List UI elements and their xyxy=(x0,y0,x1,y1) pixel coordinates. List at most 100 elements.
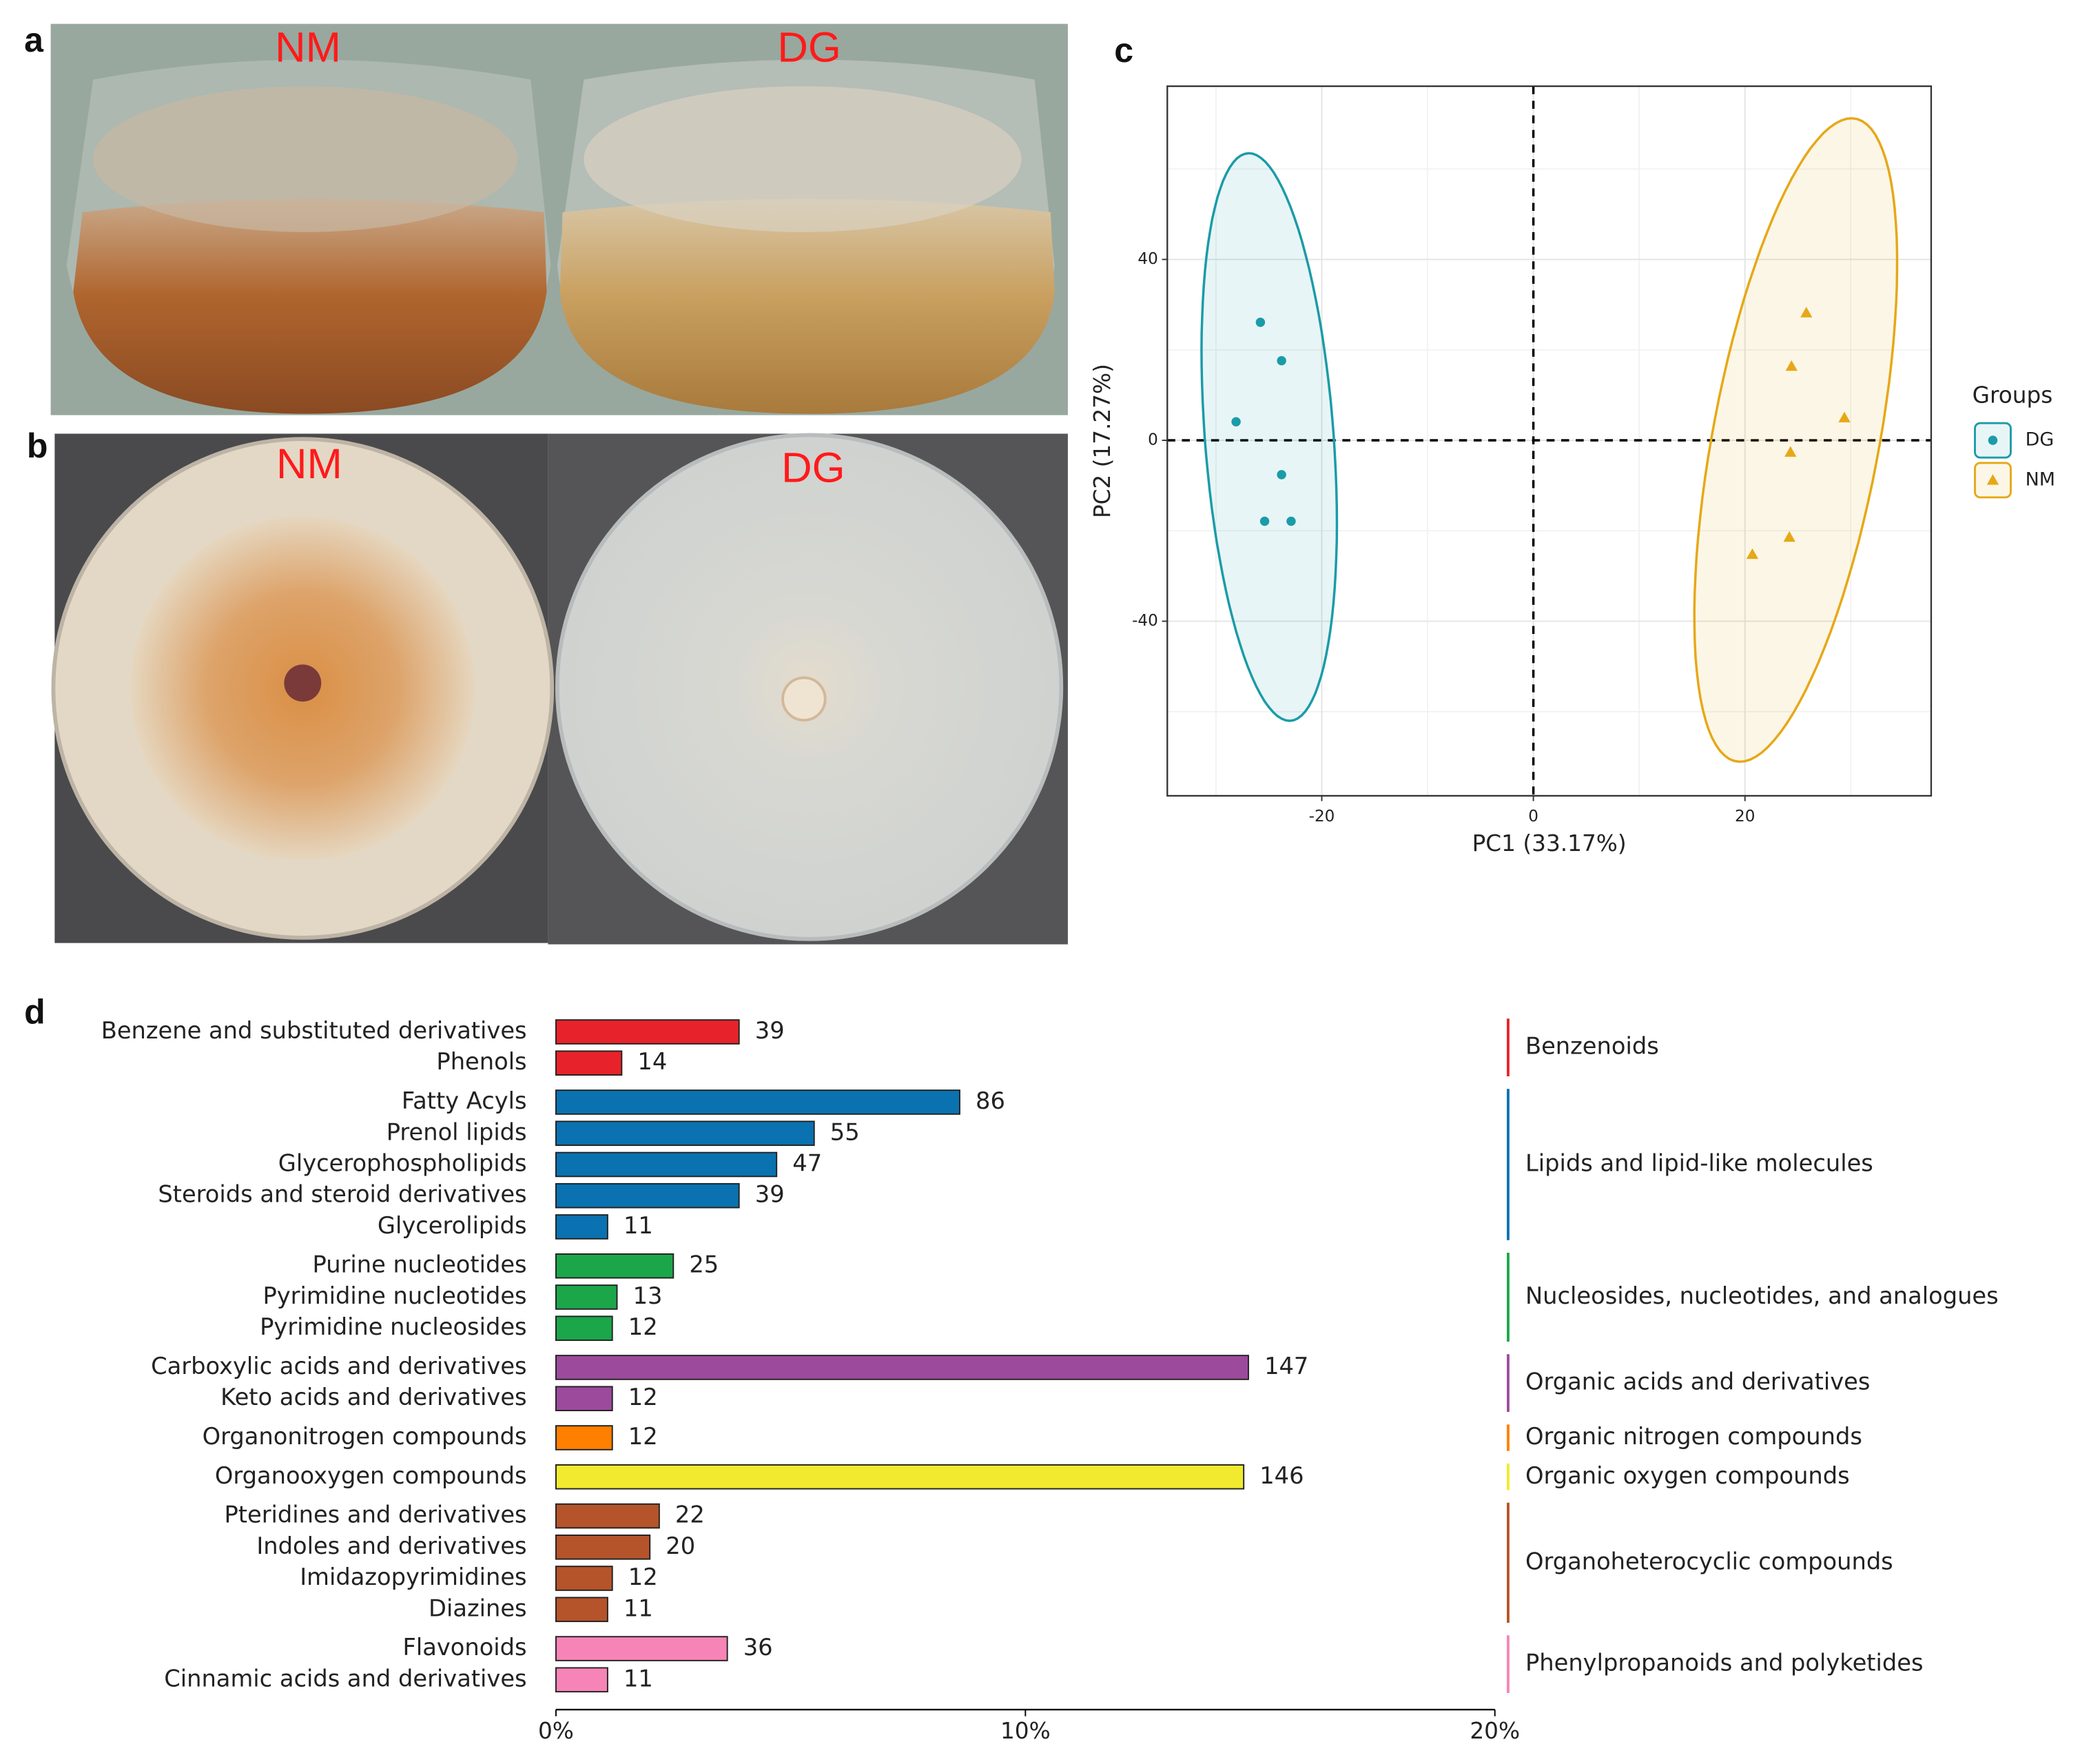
confidence-ellipse xyxy=(1693,116,1899,763)
category-label: Pyrimidine nucleosides xyxy=(260,1313,526,1340)
x-tick-label: 10% xyxy=(1000,1718,1051,1744)
bar xyxy=(555,1636,728,1661)
bar xyxy=(555,1050,623,1076)
legend-label: NM xyxy=(2026,469,2055,490)
flask-surface xyxy=(584,86,1022,232)
category-label: Fatty Acyls xyxy=(402,1087,527,1114)
bar xyxy=(555,1597,608,1623)
count-label: 11 xyxy=(624,1594,653,1621)
group-label: Benzenoids xyxy=(1525,1033,1659,1060)
bar xyxy=(555,1120,815,1147)
legend-marker xyxy=(1988,435,1998,445)
count-label: 14 xyxy=(637,1048,667,1075)
count-label: 20 xyxy=(666,1532,695,1559)
photo-label: DG xyxy=(781,444,845,492)
bar xyxy=(555,1182,740,1209)
category-label: Flavonoids xyxy=(402,1634,526,1661)
category-label: Glycerophospholipids xyxy=(278,1149,527,1176)
panel-label: d xyxy=(24,993,45,1032)
group-label: Nucleosides, nucleotides, and analogues xyxy=(1525,1282,1999,1309)
point xyxy=(1259,516,1270,526)
point xyxy=(1785,360,1798,371)
count-label: 11 xyxy=(624,1212,653,1239)
count-label: 12 xyxy=(628,1423,658,1450)
photo-a: NM DG xyxy=(50,23,1068,416)
count-label: 12 xyxy=(628,1384,658,1411)
photo-label: NM xyxy=(276,440,342,488)
bar xyxy=(555,1425,613,1450)
category-label: Pyrimidine nucleotides xyxy=(262,1282,526,1309)
x-tick-label: 0 xyxy=(1528,808,1538,825)
bar xyxy=(555,1151,778,1178)
bar xyxy=(555,1089,960,1115)
category-label: Steroids and steroid derivatives xyxy=(158,1181,526,1208)
group-label: Organic nitrogen compounds xyxy=(1525,1423,1862,1450)
panel-label: c xyxy=(1114,31,1133,70)
panel-label: b xyxy=(27,427,48,465)
point xyxy=(1800,307,1813,318)
category-label: Cinnamic acids and derivatives xyxy=(164,1665,526,1692)
point xyxy=(1231,417,1241,427)
point xyxy=(1255,317,1266,327)
group-label: Organoheterocyclic compounds xyxy=(1525,1548,1893,1575)
bar xyxy=(555,1019,740,1045)
category-label: Carboxylic acids and derivatives xyxy=(151,1353,526,1380)
count-label: 147 xyxy=(1264,1353,1308,1380)
colony-center xyxy=(284,664,322,702)
photo-label: NM xyxy=(275,23,341,71)
photo-b: NM DG xyxy=(51,433,1068,945)
bar xyxy=(555,1535,651,1560)
point xyxy=(1783,531,1795,542)
count-label: 39 xyxy=(755,1181,785,1208)
y-tick-label: -40 xyxy=(1132,612,1158,630)
category-label: Phenols xyxy=(436,1048,526,1075)
bar xyxy=(555,1214,608,1240)
y-axis-label: PC2 (17.27%) xyxy=(1089,364,1115,518)
category-label: Benzene and substituted derivatives xyxy=(101,1017,527,1044)
count-label: 12 xyxy=(628,1313,658,1340)
count-label: 86 xyxy=(976,1087,1005,1114)
count-label: 146 xyxy=(1259,1462,1304,1489)
category-label: Diazines xyxy=(429,1594,527,1621)
category-label: Glycerolipids xyxy=(378,1212,527,1239)
count-label: 39 xyxy=(755,1017,785,1044)
point xyxy=(1784,446,1797,457)
plot-frame xyxy=(1166,85,1933,797)
group-label: Organic oxygen compounds xyxy=(1525,1462,1850,1489)
flask-surface xyxy=(93,86,518,232)
bar xyxy=(555,1253,675,1279)
category-label: Prenol lipids xyxy=(387,1118,527,1145)
bar xyxy=(555,1315,613,1341)
y-tick-label: 0 xyxy=(1148,431,1158,449)
point xyxy=(1277,470,1286,480)
photo-label: DG xyxy=(777,23,841,71)
x-tick-label: -20 xyxy=(1309,808,1335,825)
bar xyxy=(555,1284,618,1310)
category-label: Keto acids and derivatives xyxy=(220,1384,526,1411)
category-label: Indoles and derivatives xyxy=(256,1532,526,1559)
bar xyxy=(555,1386,613,1411)
legend-title: Groups xyxy=(1973,382,2053,409)
x-tick-label: 20 xyxy=(1735,808,1755,825)
count-label: 11 xyxy=(624,1665,653,1692)
bar xyxy=(555,1464,1245,1490)
flask-liquid xyxy=(73,198,547,414)
point xyxy=(1746,548,1759,560)
bar xyxy=(555,1667,608,1693)
category-label: Pteridines and derivatives xyxy=(224,1501,526,1528)
count-label: 36 xyxy=(743,1634,773,1661)
x-axis-label: PC1 (33.17%) xyxy=(1472,830,1627,857)
legend-marker xyxy=(1986,474,1999,485)
category-label: Organooxygen compounds xyxy=(215,1462,527,1489)
count-label: 25 xyxy=(689,1251,719,1278)
category-label: Imidazopyrimidines xyxy=(300,1563,526,1590)
bar xyxy=(555,1503,660,1529)
bar xyxy=(555,1566,613,1591)
category-label: Organonitrogen compounds xyxy=(203,1423,527,1450)
x-tick-label: 20% xyxy=(1470,1718,1520,1744)
count-label: 13 xyxy=(633,1282,663,1309)
confidence-ellipse xyxy=(1200,152,1339,722)
colony-center xyxy=(781,676,827,722)
group-label: Lipids and lipid-like molecules xyxy=(1525,1149,1873,1176)
count-label: 55 xyxy=(830,1118,860,1145)
